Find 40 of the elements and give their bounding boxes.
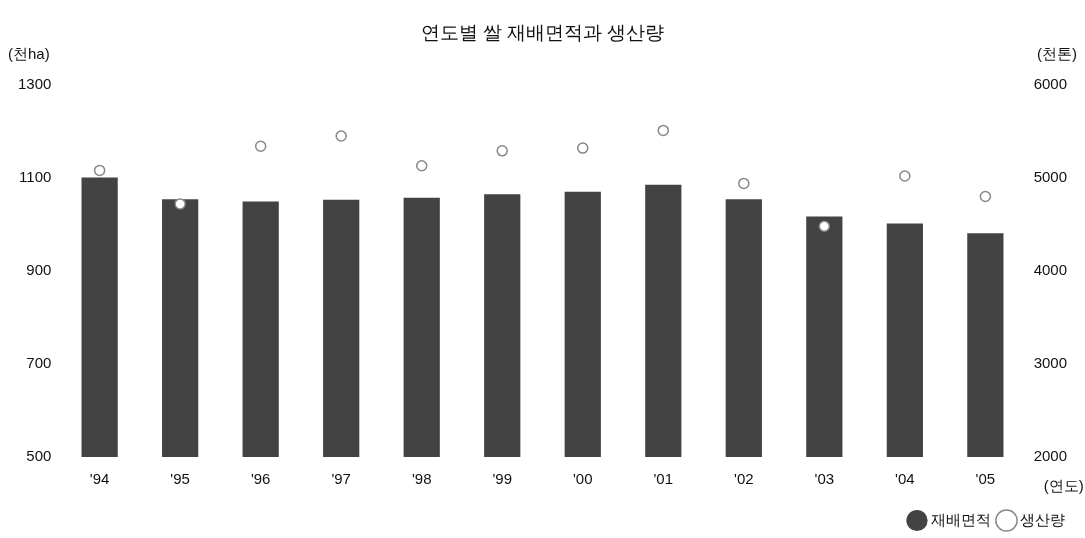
point (335, 130, 347, 142)
x-tick-label: '04 (895, 470, 915, 488)
point (577, 142, 589, 154)
x-tick-label: '99 (492, 470, 513, 488)
y-tick-label: 1300 (17, 74, 52, 92)
y2-tick-label: 2000 (1033, 447, 1068, 465)
legend-label: 재배면적 (930, 510, 991, 528)
point (979, 190, 992, 203)
y2-tick-label: 3000 (1033, 354, 1068, 372)
point (496, 145, 508, 157)
point (738, 177, 750, 190)
y-tick-label: 500 (26, 447, 52, 465)
point (657, 124, 670, 137)
point (174, 198, 186, 210)
y2-axis-title: (천톤) (1037, 45, 1077, 63)
y2-tick-label: 4000 (1033, 261, 1068, 279)
y2-tick-label: 5000 (1033, 167, 1068, 185)
point (93, 164, 106, 177)
y2-tick-label: 6000 (1033, 74, 1068, 92)
chart-title: 연도별 쌀 재배면적과 생산량 (420, 21, 665, 43)
point (899, 170, 911, 182)
point (254, 140, 267, 152)
point (415, 160, 428, 172)
x-axis-title: (연도) (1043, 477, 1084, 495)
x-tick-label: '02 (734, 470, 754, 488)
x-tick-label: '01 (653, 470, 674, 488)
x-tick-label: '94 (89, 470, 110, 488)
legend-label: 생산량 (1020, 510, 1065, 528)
x-tick-label: '00 (572, 470, 593, 488)
x-tick-label: '96 (250, 470, 271, 488)
point (818, 220, 831, 232)
x-tick-label: '98 (411, 470, 432, 488)
y-axis-title: (천ha) (8, 45, 50, 63)
x-tick-label: '05 (975, 470, 996, 488)
y-tick-label: 900 (26, 261, 52, 279)
y-tick-label: 700 (26, 354, 52, 372)
x-tick-label: '95 (170, 470, 190, 488)
x-tick-label: '97 (331, 470, 351, 488)
y-tick-label: 1100 (19, 167, 52, 185)
x-tick-label: '03 (814, 470, 835, 488)
